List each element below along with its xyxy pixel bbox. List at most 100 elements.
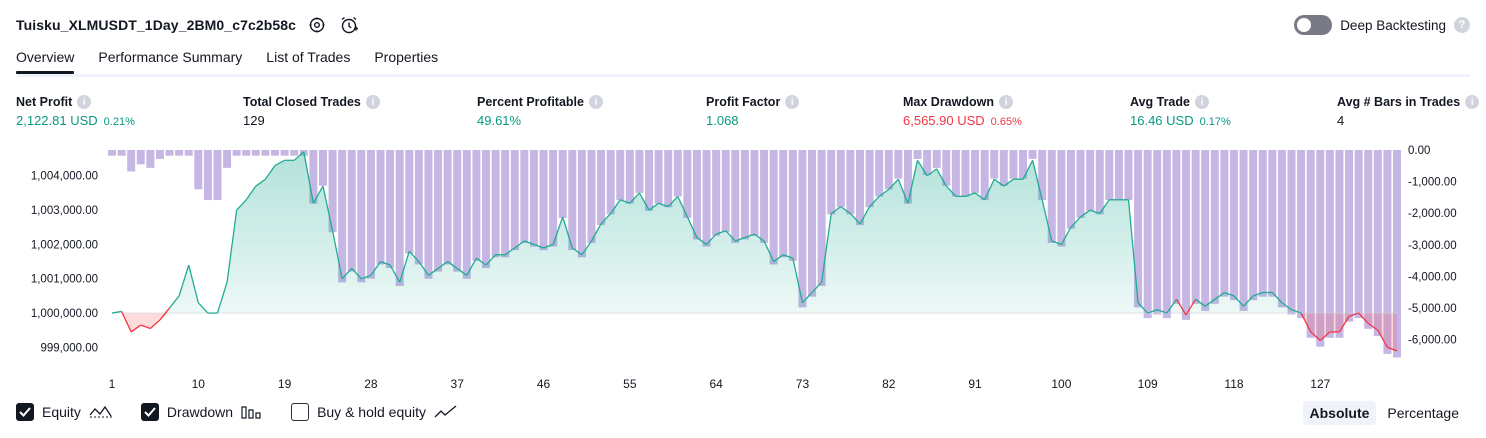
x-axis-label: 55 (623, 377, 637, 391)
drawdown-bar (1057, 150, 1066, 247)
gear-icon[interactable] (306, 14, 328, 36)
equity-loss-area (112, 313, 1397, 351)
equity-checkbox[interactable] (16, 403, 34, 421)
equity-line-segment (331, 230, 343, 279)
buy-hold-checkbox[interactable] (291, 403, 310, 421)
drawdown-bar (999, 150, 1008, 186)
absolute-mode-button[interactable]: Absolute (1302, 401, 1377, 425)
drawdown-bar (865, 150, 874, 208)
equity-line-segment (428, 267, 439, 276)
info-icon[interactable]: i (785, 95, 800, 109)
metric-avg-trade: Avg Trade i 16.46 USD 0.17% (1130, 94, 1231, 130)
equity-line-segment (1348, 312, 1359, 318)
right-axis-label: -2,000.00 (1408, 208, 1457, 220)
drawdown-bar (1047, 150, 1056, 243)
legend-buy-hold[interactable]: Buy & hold equity (291, 403, 458, 421)
equity-line-segment (485, 254, 497, 266)
equity-line-segment (1099, 199, 1110, 214)
equity-line-segment (1185, 298, 1197, 316)
drawdown-bar (1268, 150, 1277, 297)
tab-overview[interactable]: Overview (16, 44, 75, 74)
legend-buy-hold-label: Buy & hold equity (317, 404, 427, 420)
drawdown-bar (146, 150, 155, 168)
x-axis-label: 91 (968, 377, 982, 391)
drawdown-bar (913, 150, 922, 159)
drawdown-bar (184, 150, 193, 156)
drawdown-bar (645, 150, 654, 211)
equity-line-segment (677, 196, 688, 218)
drawdown-bar (827, 150, 836, 215)
drawdown-bar (366, 150, 375, 279)
drawdown-bar (980, 150, 989, 201)
drawdown-bar (1277, 150, 1286, 308)
help-icon[interactable]: ? (1454, 17, 1470, 33)
drawdown-bar (558, 150, 567, 218)
legend-equity[interactable]: Equity (16, 403, 113, 421)
tab-performance-summary[interactable]: Performance Summary (98, 49, 243, 65)
metric-percent: 0.21% (103, 116, 135, 128)
info-icon[interactable]: i (999, 95, 1013, 109)
drawdown-bar (290, 150, 299, 156)
equity-line-segment (140, 324, 151, 330)
drawdown-bar (510, 150, 519, 251)
equity-line-segment (1080, 209, 1091, 218)
info-icon[interactable]: i (77, 95, 92, 109)
equity-line-segment (514, 240, 525, 249)
equity-line-segment (293, 151, 305, 161)
metric-label: Profit Factor (706, 95, 781, 109)
drawdown-bar (692, 150, 701, 240)
drawdown-bar (539, 150, 548, 251)
info-icon[interactable]: i (1465, 95, 1480, 109)
equity-drawdown-chart[interactable]: 1,004,000.00 1,003,000.00 1,002,000.00 1,00… (0, 140, 1486, 395)
alarm-clock-icon[interactable] (338, 14, 360, 36)
info-icon[interactable]: i (1194, 95, 1209, 109)
metric-value: 4 (1337, 113, 1345, 128)
drawdown-bar (1076, 150, 1085, 218)
metric-label: Percent Profitable (477, 95, 584, 109)
deep-backtesting-toggle[interactable] (1294, 15, 1333, 35)
equity-line-segment (303, 151, 315, 204)
equity-line-segment (466, 257, 477, 276)
metric-avg-bars-in-trades: Avg # Bars in Trades i 4 (1337, 94, 1480, 130)
drawdown-bar (1182, 150, 1191, 320)
equity-line-segment (965, 192, 976, 197)
equity-line-segment (552, 216, 564, 245)
drawdown-checkbox[interactable] (140, 403, 159, 421)
equity-line-segment (111, 310, 122, 314)
equity-line-segment (648, 202, 659, 211)
equity-line-segment (696, 237, 707, 245)
equity-line-segment (620, 199, 631, 204)
equity-line-segment (878, 188, 890, 197)
equity-line-segment (380, 260, 391, 266)
drawdown-bar (1239, 150, 1248, 311)
legend-drawdown[interactable]: Drawdown (140, 403, 263, 421)
drawdown-bar (894, 150, 903, 179)
equity-line-segment (245, 185, 257, 201)
equity-line-segment (629, 192, 640, 204)
info-icon[interactable]: i (588, 95, 603, 109)
drawdown-bar (1105, 150, 1114, 201)
equity-line-segment (1377, 329, 1388, 348)
tab-properties[interactable]: Properties (374, 49, 439, 65)
strategy-title: Tuisku_XLMUSDT_1Day_2BM0_c7c2b58c (16, 17, 297, 33)
right-axis-label: -5,000.00 (1408, 303, 1457, 315)
drawdown-bar (453, 150, 462, 272)
equity-line-segment (389, 264, 401, 283)
tab-list-of-trades[interactable]: List of Trades (266, 49, 351, 65)
equity-line-segment (1300, 312, 1312, 333)
equity-line-segment (763, 240, 775, 262)
equity-line-segment (130, 324, 142, 333)
drawdown-bar (1297, 150, 1306, 319)
info-icon[interactable]: i (365, 95, 380, 109)
drawdown-bar (175, 150, 184, 156)
equity-line-segment (1051, 240, 1062, 246)
equity-line-segment (1233, 295, 1245, 307)
drawdown-bar (1345, 150, 1354, 322)
drawdown-bar (1038, 150, 1047, 201)
deep-backtesting-label: Deep Backtesting (1340, 17, 1446, 33)
equity-line-segment (658, 202, 669, 208)
percentage-mode-button[interactable]: Percentage (1387, 405, 1459, 421)
metric-value: 129 (243, 113, 265, 128)
equity-line-segment (1003, 178, 1014, 187)
drawdown-bar (836, 150, 845, 208)
